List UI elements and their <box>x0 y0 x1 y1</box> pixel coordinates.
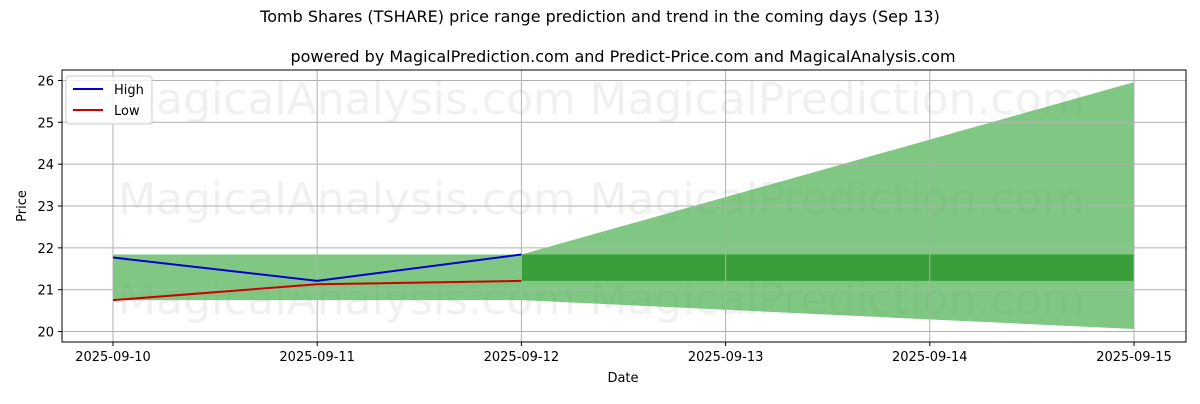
watermark-text: MagicalPrediction.com <box>590 74 1085 125</box>
prediction-band-2 <box>521 254 1134 281</box>
x-tick-label: 2025-09-15 <box>1096 350 1172 365</box>
x-tick-label: 2025-09-11 <box>279 350 355 365</box>
y-axis-title: Price <box>15 190 30 222</box>
y-tick-label: 25 <box>37 116 54 131</box>
series-layer <box>112 253 522 302</box>
x-tick-label: 2025-09-13 <box>688 350 764 365</box>
y-tick-label: 23 <box>37 200 54 215</box>
y-tick-label: 26 <box>37 74 54 89</box>
y-tick-label: 24 <box>37 158 54 173</box>
series-line-low <box>112 279 522 302</box>
watermark-text: MagicalAnalysis.com <box>118 74 576 125</box>
y-axis: 20 21 22 23 24 25 26 <box>37 74 62 341</box>
chart-title: Tomb Shares (TSHARE) price range predict… <box>259 7 940 26</box>
chart-subtitle: powered by MagicalPrediction.com and Pre… <box>290 47 955 66</box>
legend: High Low <box>65 75 153 125</box>
y-tick-label: 21 <box>37 284 54 299</box>
legend-label-low: Low <box>114 104 140 119</box>
x-axis: 2025-09-10 2025-09-11 2025-09-12 2025-09-13… <box>75 342 1172 365</box>
x-axis-title: Date <box>607 371 638 386</box>
x-tick-label: 2025-09-12 <box>484 350 560 365</box>
x-tick-label: 2025-09-14 <box>892 350 968 365</box>
series-line-high <box>112 253 522 282</box>
y-tick-label: 20 <box>37 326 54 341</box>
x-tick-label: 2025-09-10 <box>75 350 151 365</box>
legend-label-high: High <box>114 83 144 98</box>
watermark-text: MagicalAnalysis.com <box>118 174 576 225</box>
y-tick-label: 22 <box>37 242 54 257</box>
